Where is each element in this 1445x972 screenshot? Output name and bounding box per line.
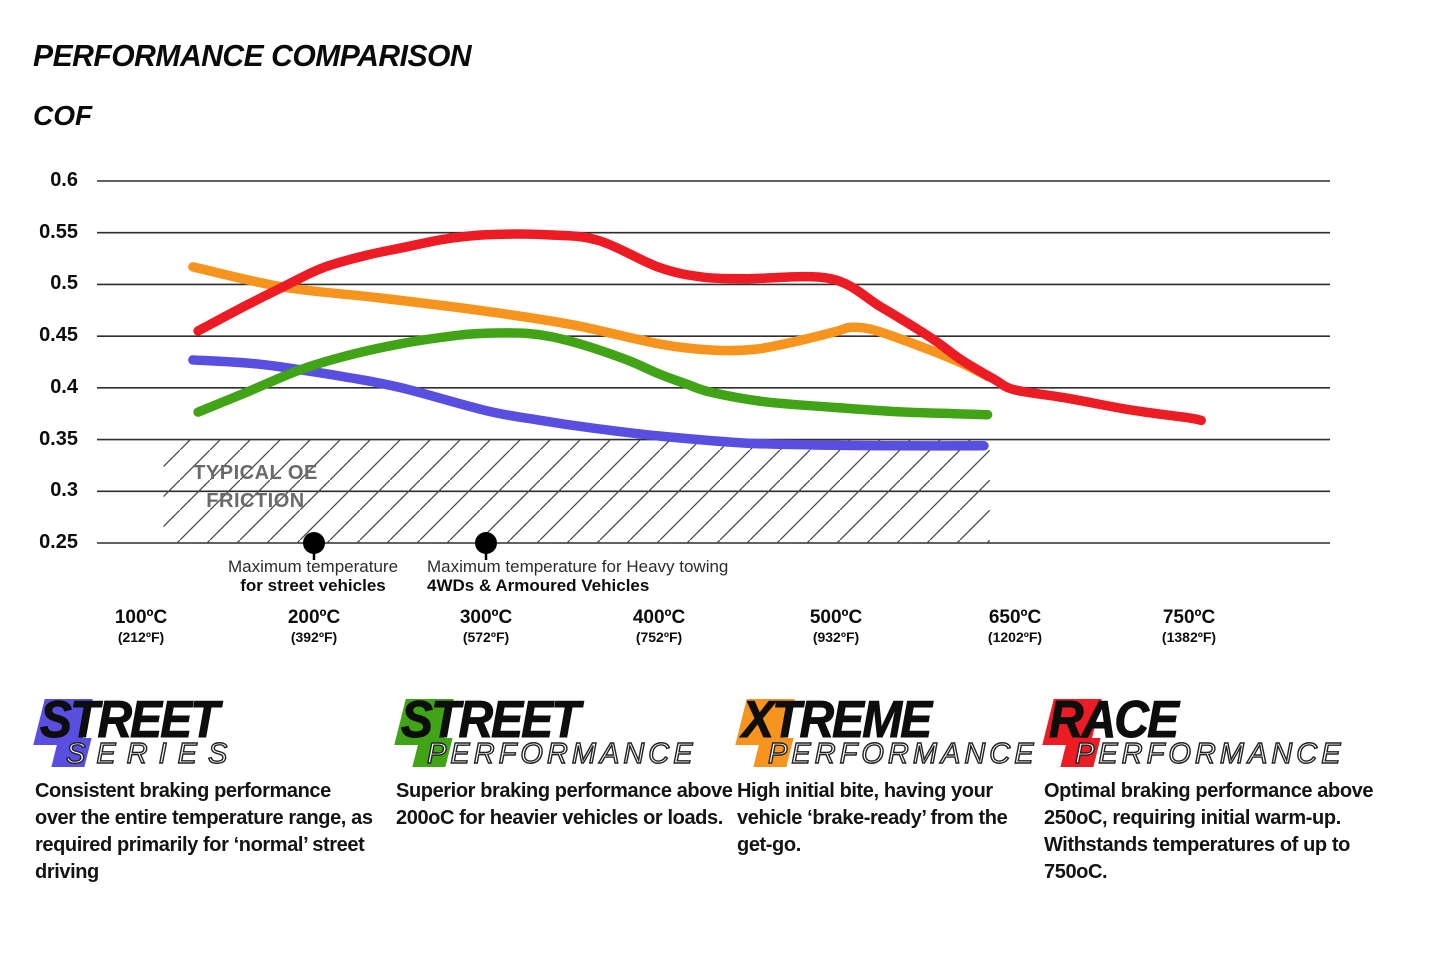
- x-tick-fahrenheit: (752ºF): [635, 629, 683, 645]
- y-tick-label: 0.55: [39, 220, 78, 243]
- x-tick-fahrenheit: (572ºF): [462, 629, 510, 645]
- y-tick-label: 0.3: [50, 479, 78, 502]
- legend-description: Superior braking performance above 200oC…: [396, 780, 733, 829]
- x-tick-label: 200ºC (392ºF): [244, 607, 384, 646]
- line-street-performance: [193, 328, 993, 420]
- x-tick-celsius: 200ºC: [287, 607, 341, 628]
- y-tick-label: 0.6: [50, 169, 78, 191]
- logo-subword: PERFORMANCE: [426, 737, 697, 770]
- x-tick-fahrenheit: (1382ºF): [1161, 629, 1217, 645]
- logo-subword: PERFORMANCE: [1074, 737, 1345, 770]
- y-tick-label: 0.35: [39, 427, 78, 450]
- y-tick-label: 0.5: [50, 272, 78, 295]
- legend-street-series: STREET SERIES Consistent braking perform…: [33, 691, 375, 886]
- x-tick-label: 500ºC (932ºF): [766, 607, 906, 646]
- annotation-line: for street vehicles: [240, 576, 386, 595]
- logo-word: RACE: [1049, 691, 1180, 750]
- y-tick-label: 0.25: [39, 531, 78, 553]
- oe-friction-band-label-line2: FRICTION: [206, 490, 305, 512]
- page-title: PERFORMANCE COMPARISON: [33, 38, 472, 73]
- logo-word: XTREME: [742, 691, 933, 750]
- logo-subword: SERIES: [65, 737, 239, 770]
- y-tick-label: 0.45: [39, 324, 78, 347]
- xtreme-performance-logo: XTREME PERFORMANCE: [735, 691, 1038, 774]
- y-axis-title: COF: [33, 100, 93, 131]
- annotation-dot: [475, 532, 497, 554]
- x-tick-celsius: 300ºC: [459, 607, 513, 628]
- annotation-line: Maximum temperature: [227, 557, 399, 576]
- x-tick-fahrenheit: (392ºF): [290, 629, 338, 645]
- logo-word: STREET: [40, 691, 220, 750]
- legend-description: High initial bite, having your vehicle ‘…: [737, 780, 1008, 856]
- y-tick-label: 0.4: [50, 375, 78, 398]
- x-tick-fahrenheit: (212ºF): [117, 629, 165, 645]
- x-tick-celsius: 650ºC: [988, 607, 1042, 628]
- legend-description: Consistent braking performance over the …: [35, 780, 373, 883]
- x-tick-celsius: 500ºC: [809, 607, 863, 628]
- x-tick-label: 400ºC (752ºF): [589, 607, 729, 646]
- line-race-performance: [193, 229, 1206, 426]
- legend-street-performance: STREET PERFORMANCE Superior braking perf…: [394, 691, 736, 832]
- logo-word: STREET: [401, 691, 581, 750]
- x-tick-label: 650ºC (1202ºF): [945, 607, 1085, 646]
- x-tick-celsius: 100ºC: [114, 607, 168, 628]
- x-tick-fahrenheit: (932ºF): [812, 629, 860, 645]
- race-performance-logo: RACE PERFORMANCE: [1042, 691, 1379, 774]
- legend-race-performance: RACE PERFORMANCE Optimal braking perform…: [1042, 691, 1379, 886]
- oe-friction-band-label: TYPICAL OE FRICTION: [163, 459, 348, 515]
- oe-friction-band-label-line1: TYPICAL OE: [193, 462, 318, 484]
- legend-xtreme-performance: XTREME PERFORMANCE High initial bite, ha…: [735, 691, 1038, 859]
- annotation-line: Maximum temperature for Heavy towing: [427, 557, 729, 576]
- legend-description: Optimal braking performance above 250oC,…: [1044, 780, 1374, 883]
- line-xtreme-performance: [188, 262, 993, 382]
- x-tick-label: 100ºC (212ºF): [71, 607, 211, 646]
- x-tick-fahrenheit: (1202ºF): [987, 629, 1043, 645]
- annotation-dot: [303, 532, 325, 554]
- street-series-logo: STREET SERIES: [33, 691, 375, 774]
- line-street-series: [188, 355, 989, 451]
- x-tick-celsius: 750ºC: [1162, 607, 1216, 628]
- x-tick-label: 750ºC (1382ºF): [1119, 607, 1259, 646]
- annotation-line: 4WDs & Armoured Vehicles: [427, 576, 650, 595]
- annotation-street-max-temp: Maximum temperature for street vehicles: [193, 557, 433, 595]
- annotation-heavy-towing-max-temp: Maximum temperature for Heavy towing 4WD…: [427, 557, 767, 595]
- street-performance-logo: STREET PERFORMANCE: [394, 691, 736, 774]
- logo-subword: PERFORMANCE: [767, 737, 1038, 770]
- x-tick-celsius: 400ºC: [632, 607, 686, 628]
- x-tick-label: 300ºC (572ºF): [416, 607, 556, 646]
- oe-friction-band: [163, 439, 990, 543]
